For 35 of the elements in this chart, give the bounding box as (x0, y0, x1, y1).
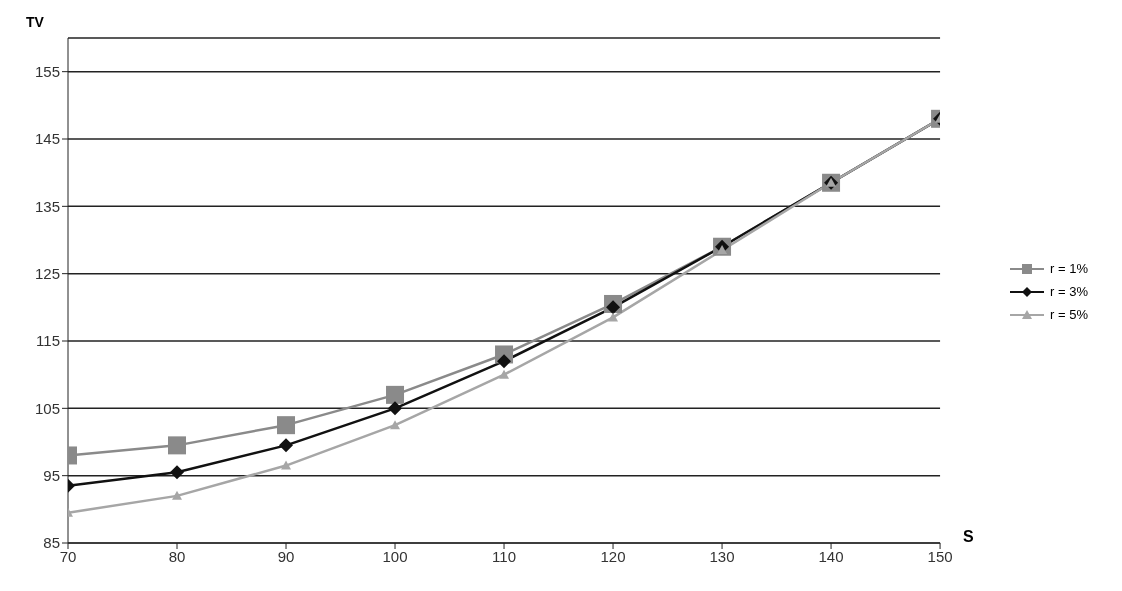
y-axis-title: TV (26, 14, 44, 30)
x-tick-label: 140 (818, 547, 844, 565)
point (170, 465, 185, 480)
y-tick-label: 145 (34, 130, 60, 148)
x-tick-label: 150 (927, 547, 953, 565)
legend-label: r = 3% (1050, 284, 1088, 299)
y-tick-label: 155 (34, 62, 60, 80)
legend-label: r = 5% (1050, 307, 1088, 322)
x-tick-label: 70 (59, 547, 77, 565)
y-tick-label: 85 (43, 534, 60, 552)
x-tick-label: 80 (168, 547, 186, 565)
point (606, 300, 621, 315)
x-tick-label: 130 (709, 547, 735, 565)
point (281, 460, 292, 470)
point (279, 438, 294, 453)
point (390, 420, 401, 430)
x-tick-label: 110 (492, 547, 516, 565)
point (172, 490, 183, 500)
legend-label: r = 1% (1050, 261, 1088, 276)
y-tick-label: 105 (34, 399, 60, 417)
x-tick-label: 90 (277, 547, 295, 565)
point (497, 354, 512, 369)
y-tick-label: 115 (36, 332, 60, 350)
point (277, 416, 296, 435)
point (388, 401, 403, 416)
point (499, 369, 510, 379)
y-tick-label: 95 (43, 466, 60, 484)
x-tick-label: 100 (382, 547, 408, 565)
point (168, 436, 187, 455)
y-tick-label: 125 (34, 264, 60, 282)
point (386, 385, 405, 404)
y-tick-label: 135 (34, 197, 60, 215)
point (608, 312, 619, 322)
x-tick-label: 120 (600, 547, 626, 565)
x-axis-title: S (963, 528, 974, 546)
